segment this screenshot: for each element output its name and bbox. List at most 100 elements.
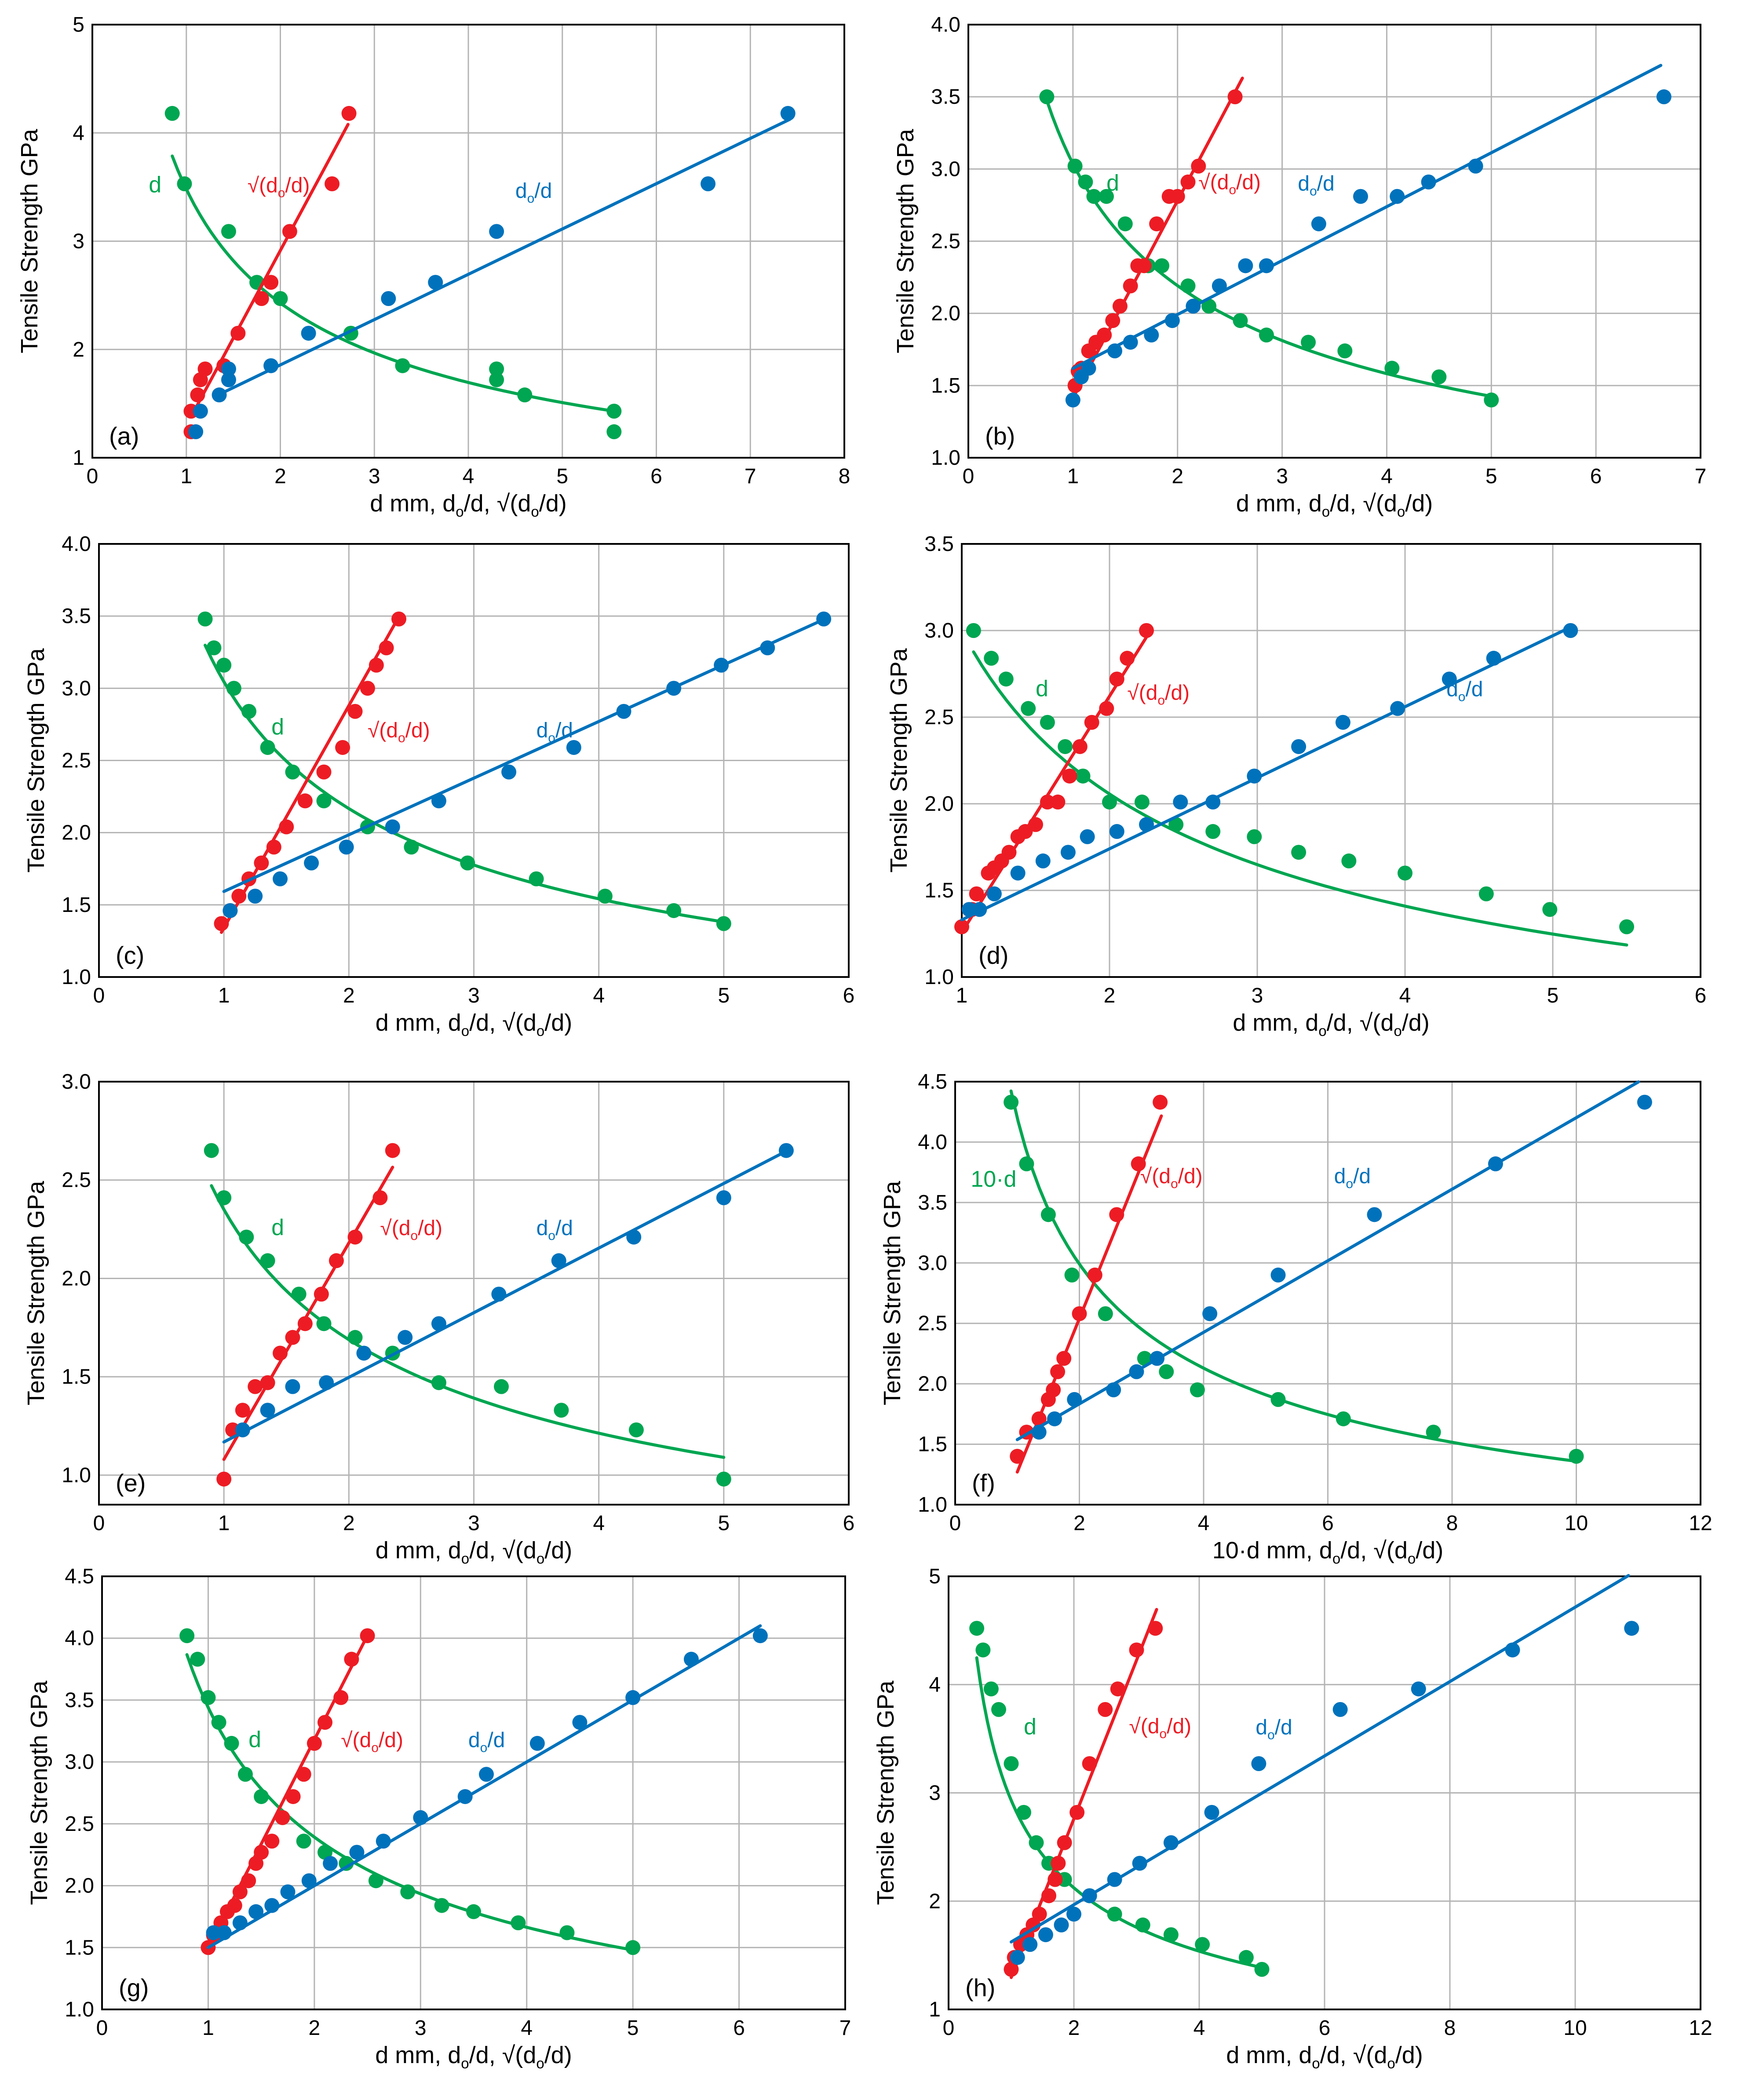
x-tick-label: 8 xyxy=(1446,1512,1458,1535)
y-tick-label: 3.5 xyxy=(918,1191,947,1214)
data-point-green xyxy=(511,1915,526,1930)
data-point-blue xyxy=(273,871,288,886)
y-tick-label: 2.0 xyxy=(918,1372,947,1396)
y-tick-label: 4.5 xyxy=(918,1070,947,1094)
data-point-blue xyxy=(1065,392,1080,408)
x-tick-label: 1 xyxy=(1067,465,1079,488)
x-axis-title: d mm, do/d, √(do/d) xyxy=(1236,490,1433,520)
x-tick-label: 2 xyxy=(1172,465,1183,488)
data-point-blue xyxy=(683,1652,699,1667)
x-tick-label: 8 xyxy=(839,465,850,488)
fit-curve-red xyxy=(222,1166,394,1461)
x-axis-title-part: o xyxy=(537,1550,544,1567)
x-tick-label: 6 xyxy=(1590,465,1602,488)
data-point-blue xyxy=(1107,343,1122,359)
data-point-blue xyxy=(972,902,987,917)
data-point-green xyxy=(716,1471,731,1487)
x-axis-title-part: o xyxy=(1312,2055,1320,2071)
chart-panel-b: 0 1 2 3 4 5 6 7 1.0 1.5 2.0 2.5 3.0 3.5 4.0 Tensile Str… xyxy=(892,13,1706,520)
data-point-blue xyxy=(780,106,796,121)
series-label-blue-part: /d xyxy=(1465,678,1483,701)
data-point-red xyxy=(297,793,313,809)
data-point-green xyxy=(1058,739,1073,754)
data-point-blue xyxy=(1332,1702,1348,1717)
data-point-blue xyxy=(701,176,716,191)
data-point-green xyxy=(1004,1094,1019,1110)
data-point-blue xyxy=(212,387,227,403)
data-point-blue xyxy=(1035,853,1051,869)
x-axis-title-part: d mm, d xyxy=(370,490,456,517)
data-point-green xyxy=(559,1925,575,1940)
data-point-green xyxy=(316,1316,332,1331)
data-point-blue xyxy=(1202,1306,1218,1321)
series-label-blue-part: o xyxy=(1310,184,1317,199)
y-axis-title: Tensile Strength GPa xyxy=(872,1680,899,1905)
y-tick-label: 3.0 xyxy=(62,1070,91,1094)
data-point-blue xyxy=(491,1287,507,1302)
data-point-red xyxy=(248,1856,264,1871)
data-point-red xyxy=(325,176,340,191)
data-point-red xyxy=(296,1767,311,1782)
panel-label: (e) xyxy=(116,1469,146,1497)
data-point-blue xyxy=(301,325,316,341)
y-tick-label: 4.0 xyxy=(931,13,960,36)
data-point-green xyxy=(211,1715,226,1730)
x-tick-label: 2 xyxy=(1068,2016,1080,2040)
data-point-blue xyxy=(1080,829,1095,844)
plot-frame xyxy=(91,24,845,459)
x-tick-label: 4 xyxy=(1399,984,1411,1007)
data-point-red xyxy=(216,1471,232,1487)
x-tick-label: 6 xyxy=(843,984,855,1007)
data-point-red xyxy=(1084,715,1099,730)
series-label-red-part: /d) xyxy=(405,719,430,742)
series-label-red-part: o xyxy=(1159,1727,1167,1741)
data-point-blue xyxy=(1186,299,1201,314)
series-label-blue-part: d xyxy=(1298,172,1310,196)
data-point-green xyxy=(434,1898,449,1913)
data-point-red xyxy=(1180,174,1196,190)
x-tick-label: 6 xyxy=(650,465,662,488)
data-point-blue xyxy=(1624,1621,1639,1636)
data-point-blue xyxy=(413,1810,428,1825)
data-point-green xyxy=(368,1873,383,1889)
data-point-blue xyxy=(986,886,1002,901)
data-point-green xyxy=(606,404,622,419)
x-axis-title-part: o xyxy=(456,503,464,520)
data-point-green xyxy=(1168,817,1184,832)
data-point-green xyxy=(489,372,504,387)
data-point-blue xyxy=(1150,1351,1165,1366)
x-axis-title-part: /d, √(d xyxy=(1330,490,1397,517)
x-tick-label: 8 xyxy=(1444,2016,1456,2040)
data-point-green xyxy=(1040,1207,1056,1222)
series-label-green-part: d xyxy=(149,172,161,198)
data-point-blue xyxy=(626,1229,642,1245)
series-label-blue-part: d xyxy=(537,1217,548,1240)
data-point-red xyxy=(954,919,969,934)
y-tick-label: 2 xyxy=(929,1890,941,1913)
data-point-green xyxy=(1159,1364,1174,1379)
plot-frame xyxy=(98,1081,850,1506)
data-point-blue xyxy=(260,1403,275,1418)
series-label-red-part: o xyxy=(1229,182,1236,197)
series-label-blue-part: /d xyxy=(534,179,552,203)
y-tick-label: 1.5 xyxy=(62,1365,91,1389)
data-point-blue xyxy=(349,1845,365,1860)
data-point-red xyxy=(1109,1207,1124,1222)
data-point-red xyxy=(1170,189,1185,204)
y-tick-label: 1 xyxy=(73,446,84,470)
data-point-red xyxy=(1097,327,1112,343)
data-point-blue xyxy=(1411,1681,1426,1697)
series-label-blue-part: o xyxy=(480,1740,488,1755)
data-point-green xyxy=(666,903,682,918)
series-label-blue-part: o xyxy=(548,1229,555,1243)
data-point-green xyxy=(1134,795,1150,810)
data-point-red xyxy=(1123,278,1138,294)
x-tick-label: 6 xyxy=(1319,2016,1331,2040)
data-point-red xyxy=(230,325,246,341)
data-point-green xyxy=(1341,853,1357,869)
data-point-red xyxy=(1153,1094,1168,1110)
data-point-blue xyxy=(1486,651,1501,666)
series-label-green: d xyxy=(1036,676,1048,702)
data-point-blue xyxy=(398,1330,413,1345)
x-axis-title-part: /d) xyxy=(1416,1537,1443,1564)
